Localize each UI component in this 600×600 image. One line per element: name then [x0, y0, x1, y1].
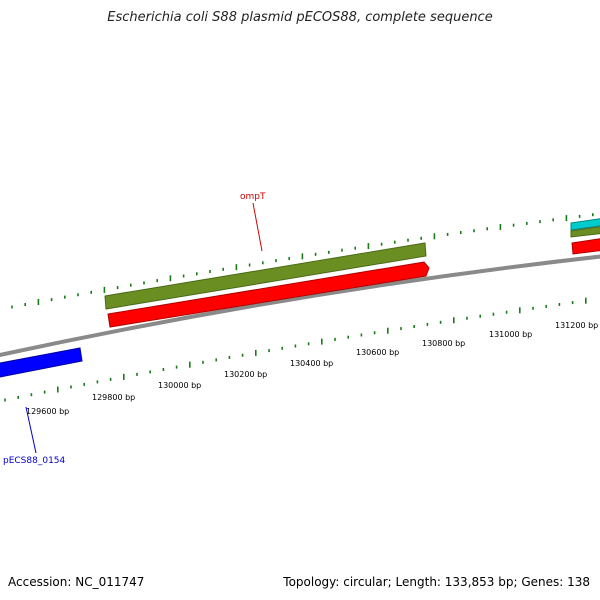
tick-label: 131200 bp: [555, 321, 598, 330]
gene-right-olive[interactable]: [570, 226, 600, 238]
pECS88_0154-leader-line: [25, 406, 37, 454]
tick-label: 130200 bp: [224, 370, 267, 379]
ompT-leader-line: [252, 202, 263, 252]
tick-label: 130400 bp: [290, 359, 333, 368]
tick-label: 129800 bp: [92, 393, 135, 402]
upper-tick-row: [11, 213, 594, 309]
tick-label: 130000 bp: [158, 381, 201, 390]
tick-label: 130600 bp: [356, 348, 399, 357]
gene-label-ompT[interactable]: ompT: [240, 192, 266, 202]
gene-ompT-red[interactable]: [107, 261, 430, 328]
lower-tick-row: [4, 297, 587, 402]
tick-label: 130800 bp: [422, 339, 465, 348]
gene-pECS88_0154-blue[interactable]: [0, 347, 83, 378]
gene-right-cyan[interactable]: [570, 218, 600, 231]
tick-label: 129600 bp: [26, 407, 69, 416]
gene-ompT-olive[interactable]: [104, 242, 427, 310]
accession-text: Accession: NC_011747: [8, 575, 145, 589]
tick-label: 131000 bp: [489, 330, 532, 339]
topology-summary-text: Topology: circular; Length: 133,853 bp; …: [283, 575, 590, 589]
gene-right-red[interactable]: [571, 238, 600, 255]
map-title: Escherichia coli S88 plasmid pECOS88, co…: [107, 10, 493, 25]
backbone-line: [0, 254, 600, 357]
gene-label-pECS88_0154[interactable]: pECS88_0154: [3, 456, 66, 466]
